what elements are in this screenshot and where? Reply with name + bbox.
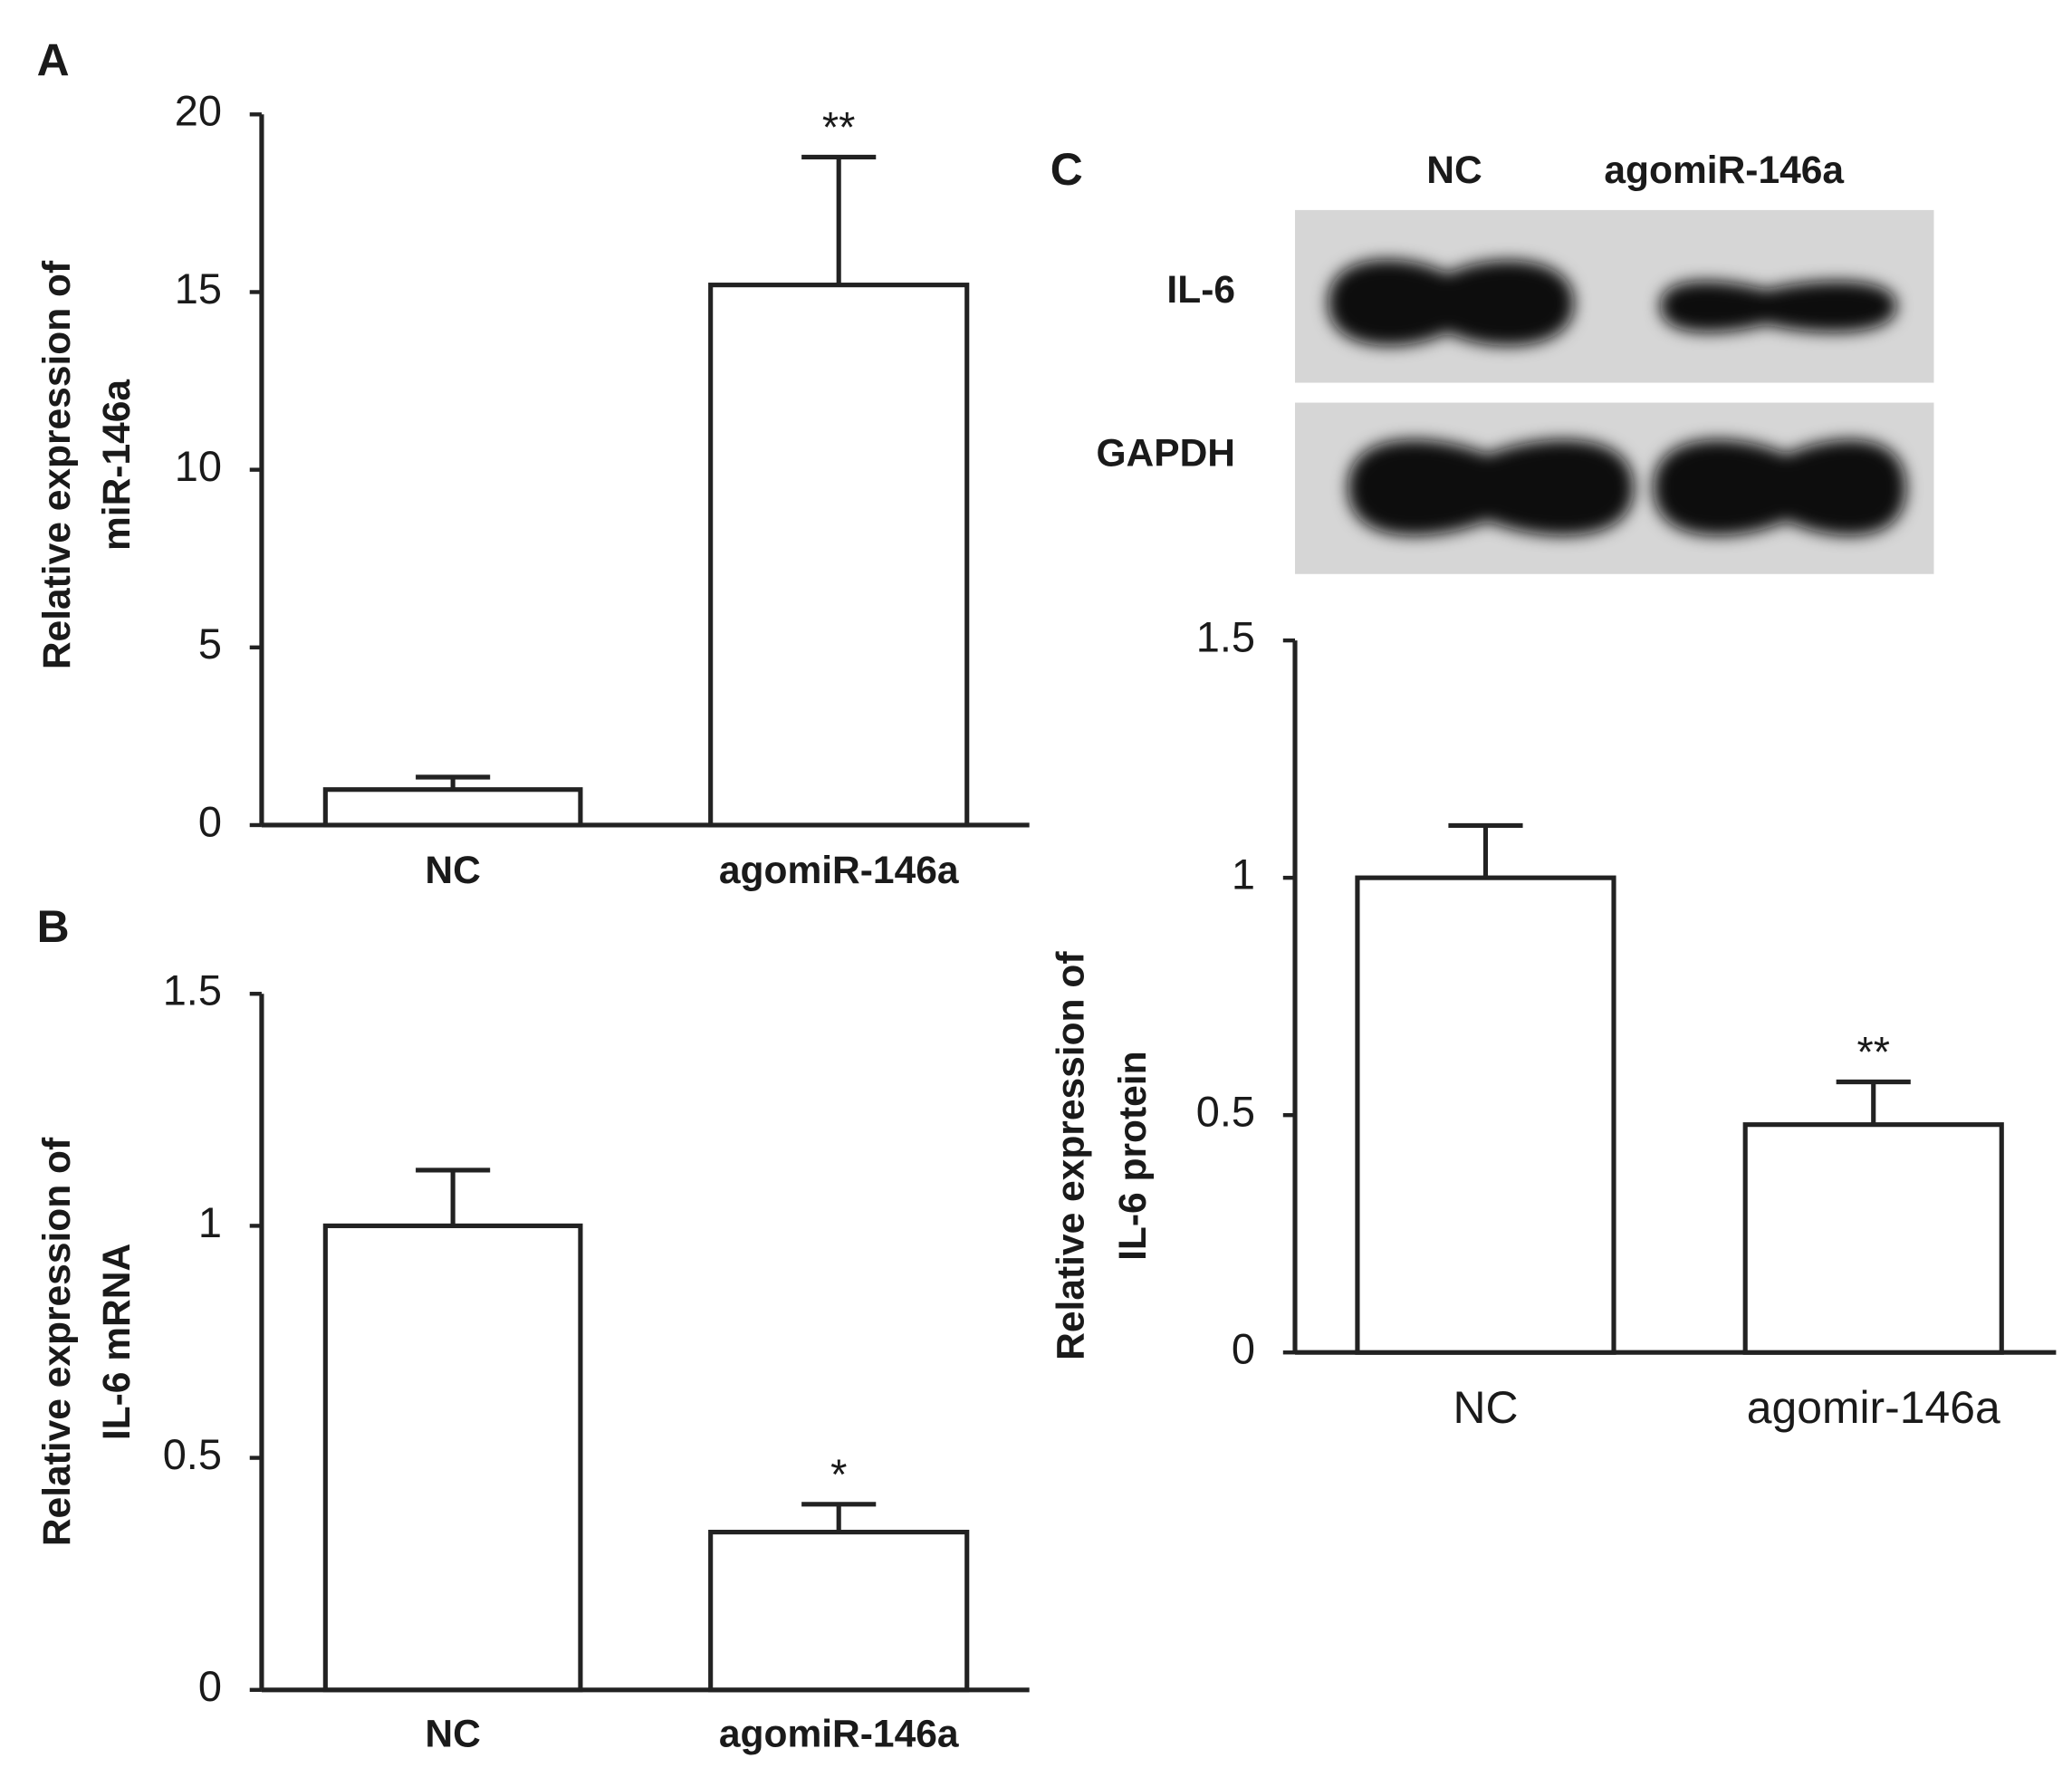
- y-axis-label: IL-6 protein: [1111, 1051, 1155, 1260]
- bar: [1355, 875, 1616, 1355]
- panel-letter: C: [1050, 144, 1083, 195]
- y-tick-label: 15: [175, 265, 222, 312]
- y-tick-label: 0.5: [1196, 1089, 1255, 1136]
- chart-panel: B Relative expression of IL-6 mRNA 0 0.5 1 1.5…: [35, 901, 1030, 1755]
- y-tick-label: 0.5: [163, 1431, 222, 1478]
- y-tick-label: 0: [1232, 1326, 1255, 1373]
- band: [1348, 439, 1634, 536]
- blot-band-label: IL-6: [1166, 268, 1235, 312]
- blot-bands: [1328, 259, 1906, 536]
- band: [1654, 439, 1906, 536]
- y-tick-label: 1: [198, 1199, 222, 1246]
- x-tick-label: agomiR-146a: [719, 1712, 959, 1755]
- blot-lane-label: NC: [1426, 149, 1482, 192]
- y-tick-label: 10: [175, 443, 222, 490]
- bar: [322, 1223, 583, 1693]
- western-blot: [1295, 209, 1934, 574]
- chart-panel: C Relative expression of IL-6 protein 0 0.5 1…: [1049, 144, 2057, 1433]
- bar: [322, 787, 583, 828]
- y-tick-label: 1.5: [1196, 613, 1255, 660]
- y-axis-label: IL-6 mRNA: [95, 1244, 139, 1440]
- bar: [1742, 1122, 2004, 1355]
- y-axis-label: Relative expression of: [35, 1137, 79, 1546]
- y-axis-label: Relative expression of: [35, 260, 79, 669]
- significance-label: **: [1856, 1029, 1890, 1076]
- band: [1660, 281, 1897, 332]
- band: [1328, 259, 1574, 346]
- y-tick-label: 5: [198, 620, 222, 668]
- significance-label: **: [822, 103, 856, 150]
- x-tick-label: NC: [1453, 1382, 1518, 1433]
- panel-letter: A: [37, 35, 70, 86]
- y-axis-label: Relative expression of: [1049, 951, 1092, 1360]
- blot-lane-label: agomiR-146a: [1604, 149, 1844, 192]
- x-tick-label: NC: [425, 1712, 480, 1755]
- y-tick-label: 20: [175, 88, 222, 135]
- x-tick-label: agomiR-146a: [719, 849, 959, 892]
- x-tick-label: NC: [425, 849, 480, 892]
- y-axis-label: miR-146a: [95, 379, 139, 551]
- chart-panel: A Relative expression of miR-146a 0 5 10 15 20 N…: [35, 35, 1030, 892]
- blot-band-label: GAPDH: [1096, 431, 1235, 475]
- significance-label: *: [830, 1451, 847, 1498]
- panel-letter: B: [37, 901, 70, 952]
- bar: [708, 283, 970, 828]
- y-tick-label: 0: [198, 1663, 222, 1710]
- y-tick-label: 1.5: [163, 967, 222, 1014]
- y-tick-label: 0: [198, 798, 222, 845]
- y-tick-label: 1: [1232, 851, 1255, 898]
- bar: [708, 1529, 970, 1693]
- x-tick-label: agomir-146a: [1747, 1382, 2000, 1433]
